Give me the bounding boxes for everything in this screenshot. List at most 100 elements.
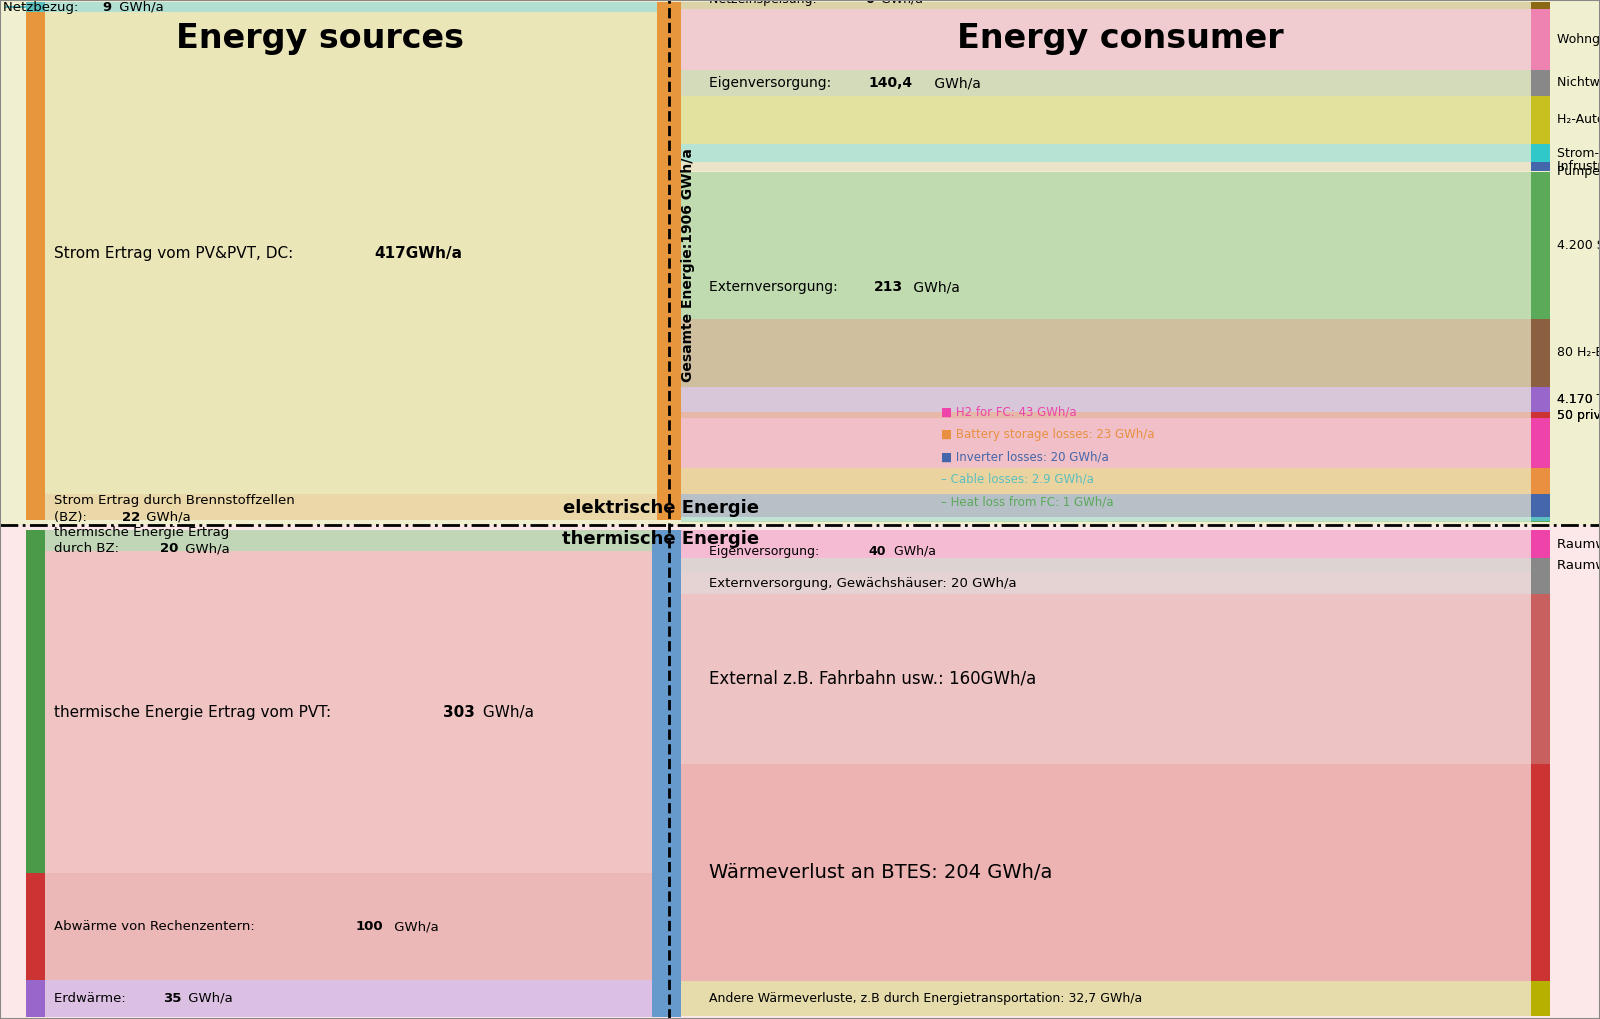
Text: thermische Energie Ertrag vom PVT:: thermische Energie Ertrag vom PVT:	[54, 705, 336, 719]
Text: Strom-Auto:: Strom-Auto:	[1557, 147, 1600, 160]
Text: Externversorgung:: Externversorgung:	[709, 280, 842, 294]
Text: H₂-Auto:: H₂-Auto:	[1557, 113, 1600, 126]
Bar	[1531, 764, 1550, 981]
Text: 80 H₂-Busse:: 80 H₂-Busse:	[1557, 346, 1600, 360]
Text: GWh/a: GWh/a	[877, 0, 923, 6]
Bar	[1531, 530, 1550, 558]
Polygon shape	[682, 418, 1531, 468]
Text: 417GWh/a: 417GWh/a	[374, 246, 462, 261]
Text: GWh/a: GWh/a	[115, 1, 163, 13]
Polygon shape	[45, 873, 656, 979]
Text: 100: 100	[355, 920, 382, 933]
Text: 140,4: 140,4	[869, 76, 914, 90]
Bar	[1531, 518, 1550, 521]
Bar	[1531, 2, 1550, 9]
Polygon shape	[682, 558, 1531, 573]
Polygon shape	[682, 530, 1531, 558]
Polygon shape	[682, 413, 1531, 418]
Polygon shape	[682, 96, 1531, 144]
Bar	[1531, 172, 1550, 319]
Text: Externversorgung, Gewächshäuser: 20 GWh/a: Externversorgung, Gewächshäuser: 20 GWh/…	[709, 577, 1016, 590]
Text: 6: 6	[866, 0, 874, 6]
Text: 50 private H₂-Auto:: 50 private H₂-Auto:	[1557, 409, 1600, 422]
Polygon shape	[45, 530, 656, 551]
Text: GWh/a: GWh/a	[181, 542, 229, 555]
Text: Netzbezug:: Netzbezug:	[3, 1, 83, 13]
Text: 20: 20	[160, 542, 178, 555]
Text: GWh/a: GWh/a	[890, 544, 936, 557]
Bar	[1531, 144, 1550, 162]
Text: 22: 22	[122, 511, 139, 524]
Text: – Heat loss from FC: 1 GWh/a: – Heat loss from FC: 1 GWh/a	[941, 495, 1114, 508]
Polygon shape	[682, 468, 1531, 494]
Polygon shape	[682, 2, 1531, 9]
Polygon shape	[682, 144, 1531, 162]
Text: Eigenversorgung:: Eigenversorgung:	[709, 544, 822, 557]
Polygon shape	[45, 494, 656, 520]
Text: 40: 40	[869, 544, 886, 557]
Polygon shape	[682, 521, 1531, 522]
Bar	[653, 530, 682, 1017]
Text: Strom Ertrag vom PV&PVT, DC:: Strom Ertrag vom PV&PVT, DC:	[54, 246, 299, 261]
Polygon shape	[682, 494, 1531, 518]
Bar	[1531, 413, 1550, 418]
Polygon shape	[682, 9, 1531, 70]
Polygon shape	[682, 981, 1531, 1016]
Polygon shape	[682, 387, 1531, 413]
Polygon shape	[682, 172, 1531, 319]
Polygon shape	[682, 319, 1531, 387]
Text: 4.170 Tonnen H₂ für Industrie:: 4.170 Tonnen H₂ für Industrie:	[1557, 393, 1600, 407]
Text: 213: 213	[874, 280, 902, 294]
Bar	[0, 0, 1600, 525]
Bar	[1531, 468, 1550, 494]
Bar	[26, 530, 45, 551]
Text: 35: 35	[163, 991, 181, 1005]
Text: elektrische Energie: elektrische Energie	[563, 498, 758, 517]
Text: Pumpen:: Pumpen:	[1557, 165, 1600, 178]
Text: GWh/a: GWh/a	[142, 511, 190, 524]
Text: ■ H2 for FC: 43 GWh/a: ■ H2 for FC: 43 GWh/a	[941, 406, 1077, 419]
Polygon shape	[45, 979, 656, 1017]
Bar	[26, 494, 45, 520]
Polygon shape	[45, 12, 656, 494]
Text: GWh/a: GWh/a	[390, 920, 438, 933]
Text: Netzeinspeisung:: Netzeinspeisung:	[709, 0, 821, 6]
Bar	[1531, 494, 1550, 518]
Polygon shape	[45, 2, 656, 12]
Text: External z.B. Fahrbahn usw.: 160GWh/a: External z.B. Fahrbahn usw.: 160GWh/a	[709, 669, 1037, 688]
Text: 9: 9	[102, 1, 112, 13]
Bar	[26, 979, 45, 1017]
Bar	[0, 525, 1600, 1019]
Text: GWh/a: GWh/a	[909, 280, 960, 294]
Text: Infrustruktur:: Infrustruktur:	[1557, 160, 1600, 173]
Text: GWh/a: GWh/a	[930, 76, 981, 90]
Text: Eigenversorgung:: Eigenversorgung:	[709, 76, 835, 90]
Text: Wohngebäude:: Wohngebäude:	[1557, 33, 1600, 46]
Text: thermische Energie Ertrag: thermische Energie Ertrag	[54, 526, 230, 539]
Text: Nichtwohngebäude:: Nichtwohngebäude:	[1557, 76, 1600, 90]
Text: 50 private H₂-Auto:: 50 private H₂-Auto:	[1557, 409, 1600, 422]
Text: 4.200 Strom-Auto:: 4.200 Strom-Auto:	[1557, 238, 1600, 252]
Polygon shape	[682, 594, 1531, 764]
Bar	[1531, 418, 1550, 468]
Text: Raumwärmung Nichtwohngebäude:: Raumwärmung Nichtwohngebäude:	[1557, 558, 1600, 572]
Text: durch BZ:: durch BZ:	[54, 542, 123, 555]
Text: ■ Inverter losses: 20 GWh/a: ■ Inverter losses: 20 GWh/a	[941, 450, 1109, 464]
Bar	[1531, 387, 1550, 413]
Polygon shape	[682, 70, 1531, 96]
Text: (BZ):: (BZ):	[54, 511, 91, 524]
Bar	[26, 12, 45, 494]
Text: Erdwärme:: Erdwärme:	[54, 991, 131, 1005]
Text: Strom Ertrag durch Brennstoffzellen: Strom Ertrag durch Brennstoffzellen	[54, 494, 294, 507]
Bar	[1531, 96, 1550, 144]
Text: Andere Wärmeverluste, z.B durch Energietransportation: 32,7 GWh/a: Andere Wärmeverluste, z.B durch Energiet…	[709, 991, 1142, 1005]
Text: ■ Battery storage losses: 23 GWh/a: ■ Battery storage losses: 23 GWh/a	[941, 428, 1154, 441]
Text: Gesamte Energie:1906 GWh/a: Gesamte Energie:1906 GWh/a	[682, 148, 694, 382]
Text: GWh/a: GWh/a	[478, 705, 534, 719]
Polygon shape	[682, 162, 1531, 171]
Bar	[1531, 70, 1550, 96]
Polygon shape	[682, 573, 1531, 594]
Text: GWh/a: GWh/a	[184, 991, 232, 1005]
Bar	[656, 2, 682, 520]
Bar	[26, 551, 45, 873]
